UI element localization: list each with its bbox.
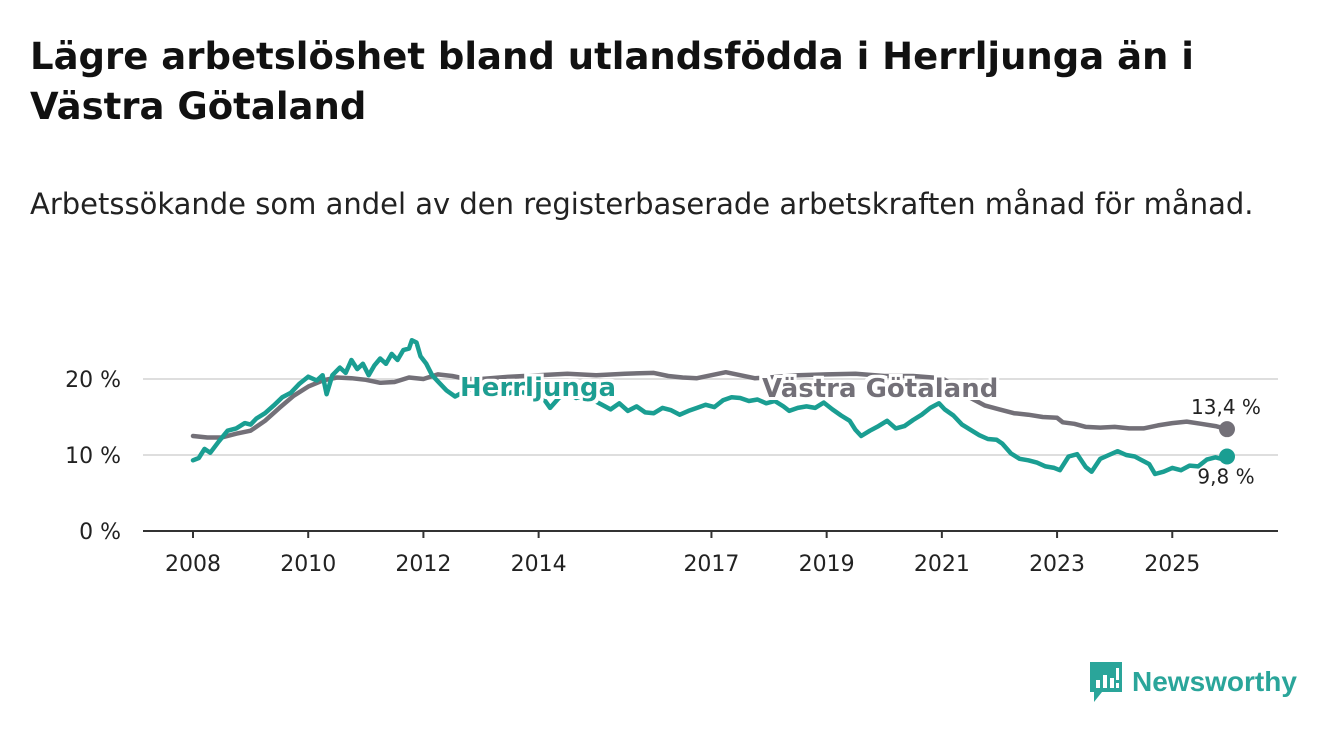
x-axis: 2008 2010 2012 2014 2017 2019 2021 2023 2025 xyxy=(143,530,1278,577)
series-lines xyxy=(190,337,1230,477)
y-tick-label: 0 % xyxy=(79,520,121,545)
end-label-herrljunga: 9,8 % xyxy=(1197,465,1254,489)
chart-title: Lägre arbetslöshet bland utlandsfödda i … xyxy=(30,35,1194,128)
end-dot-herrljunga xyxy=(1219,448,1235,465)
brand-name: Newsworthy xyxy=(1132,666,1297,697)
x-tick-label: 2019 xyxy=(799,552,855,577)
x-tick-label: 2023 xyxy=(1029,552,1085,577)
y-axis: 0 % 10 % 20 % xyxy=(65,368,121,545)
x-tick-label: 2025 xyxy=(1144,552,1200,577)
x-tick-label: 2010 xyxy=(280,552,336,577)
series-labels: Herrljunga Västra Götaland xyxy=(460,373,998,404)
series-label-herrljunga: Herrljunga xyxy=(460,373,616,403)
x-tick-label: 2014 xyxy=(511,552,567,577)
bar-chart-logo-icon xyxy=(1090,662,1122,702)
x-tick-label: 2008 xyxy=(165,552,221,577)
series-line-herrljunga xyxy=(190,337,1230,477)
x-tick-label: 2021 xyxy=(914,552,970,577)
series-line-v-stra-g-taland xyxy=(190,369,1230,440)
end-markers: 13,4 % 9,8 % xyxy=(1191,395,1261,488)
y-tick-label: 10 % xyxy=(65,444,121,469)
end-dot-vastra-gotaland xyxy=(1219,421,1235,438)
series-label-vastra-gotaland: Västra Götaland xyxy=(762,374,998,404)
grid-lines xyxy=(143,378,1278,456)
x-tick-label: 2017 xyxy=(683,552,739,577)
x-tick-label: 2012 xyxy=(395,552,451,577)
y-tick-label: 20 % xyxy=(65,368,121,393)
chart-subtitle: Arbetssökande som andel av den registerb… xyxy=(30,187,1254,221)
end-label-vastra-gotaland: 13,4 % xyxy=(1191,395,1261,419)
newsworthy-logo: Newsworthy xyxy=(1088,660,1297,704)
